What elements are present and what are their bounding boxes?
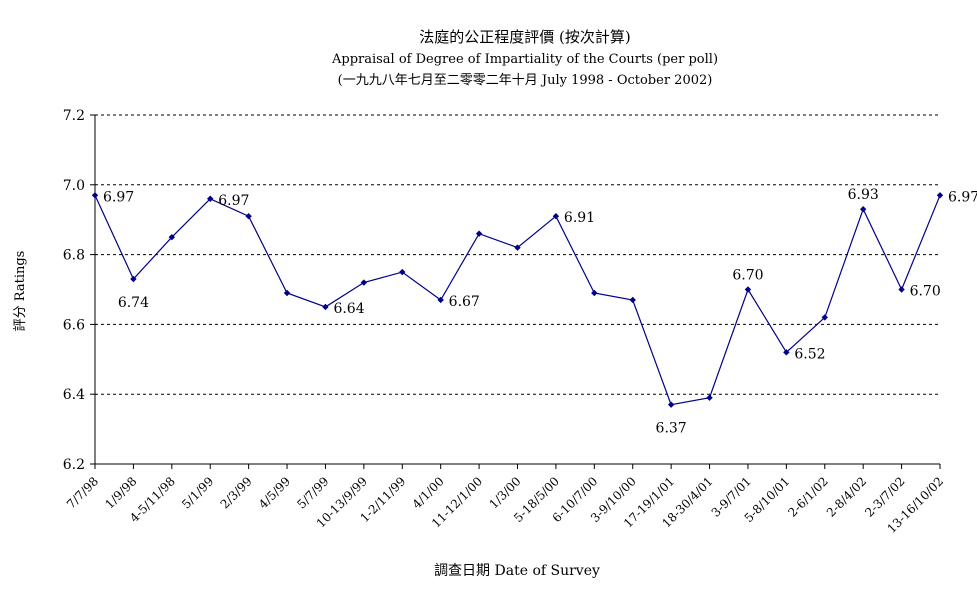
gridlines [95, 114, 940, 395]
x-axis-label: 調查日期 Date of Survey [434, 563, 600, 579]
data-point [475, 230, 483, 237]
x-tick-label: 5/1/99 [179, 474, 216, 511]
data-point [936, 192, 944, 199]
x-tick-label: 1/3/00 [486, 474, 523, 511]
axes [90, 114, 941, 469]
x-tick-label: 4/1/00 [410, 474, 447, 511]
x-tick-label: 7/7/98 [64, 474, 101, 511]
data-point [399, 268, 406, 276]
data-label: 6.52 [794, 346, 825, 362]
data-point [207, 195, 214, 202]
data-point [322, 303, 329, 311]
y-tick-label: 6.4 [63, 387, 85, 403]
data-label: 6.97 [103, 189, 134, 205]
x-tick-label: 2/3/99 [218, 474, 255, 511]
data-point [706, 394, 713, 401]
x-tick-label: 2-6/1/02 [785, 474, 830, 519]
x-tick-label: 2-8/4/02 [824, 474, 869, 519]
data-point [130, 275, 137, 283]
x-tick-labels: 7/7/98 1/9/984-5/11/98 5/1/99 2/3/99 4/5/99 5… [64, 474, 946, 536]
y-tick-label: 6.8 [63, 248, 85, 264]
y-axis-label: 評分 Ratings [13, 251, 28, 332]
x-tick-label: 5/7/99 [294, 474, 331, 511]
data-label: 6.74 [118, 295, 149, 311]
data-point [168, 233, 176, 241]
data-labels: 6.97 6.74 6.97 6.64 6.67 6.91 6.37 6.70 6.52 6.93… [103, 187, 977, 436]
data-point [821, 314, 828, 321]
data-point [629, 296, 636, 304]
data-label: 6.37 [656, 421, 687, 437]
y-tick-label: 7.2 [63, 108, 85, 124]
data-point [591, 289, 598, 297]
y-tick-labels: 6.2 6.4 6.6 6.8 7.0 7.2 [63, 108, 85, 473]
data-point [667, 401, 675, 408]
data-point [245, 213, 252, 220]
chart-subtitle: (一九九八年七月至二零零二年十月 July 1998 - October 200… [338, 73, 713, 88]
data-point [283, 289, 291, 297]
y-tick-label: 6.6 [63, 317, 85, 333]
series-line [94, 195, 941, 406]
data-label: 6.93 [848, 187, 879, 203]
data-point [514, 244, 521, 251]
y-tick-label: 7.0 [63, 178, 85, 194]
x-tick-label: 1/9/98 [102, 474, 139, 511]
data-point [91, 192, 99, 199]
data-point [360, 279, 368, 286]
data-label: 6.67 [449, 294, 480, 310]
data-point [552, 213, 560, 220]
data-label: 6.91 [564, 210, 595, 226]
x-tick-label: 4/5/99 [256, 474, 293, 511]
data-label: 6.97 [218, 193, 249, 209]
y-tick-label: 6.2 [63, 457, 85, 473]
data-label: 6.70 [910, 284, 941, 300]
series-ratings [91, 192, 944, 408]
data-point [898, 286, 905, 293]
chart-title-zh: 法庭的公正程度評價 (按次計算) [419, 28, 630, 46]
data-label: 6.64 [333, 301, 364, 317]
data-point [859, 206, 867, 213]
data-label: 6.97 [948, 189, 977, 205]
data-point [783, 349, 790, 356]
data-label: 6.70 [732, 268, 763, 284]
data-point [437, 296, 444, 304]
chart-title-en: Appraisal of Degree of Impartiality of t… [331, 52, 718, 67]
data-point [744, 286, 752, 293]
